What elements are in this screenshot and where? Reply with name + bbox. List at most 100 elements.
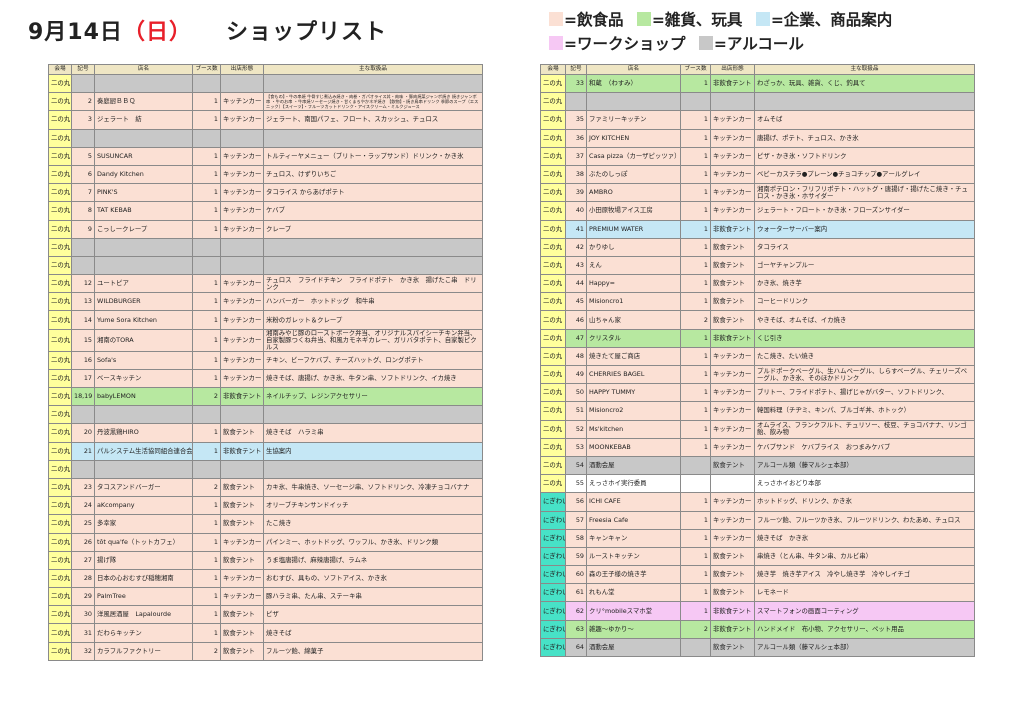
cell-type: 非飲食テント: [710, 73, 755, 94]
cell-shop-name: Dandy Kitchen: [94, 164, 193, 185]
cell-shop-name: 奏庭厨ＢＢＱ: [94, 92, 193, 112]
cell-items: [754, 92, 975, 112]
cell-booths: 2: [192, 386, 221, 407]
cell-type: 飲食テント: [710, 255, 755, 276]
cell-booths: 1: [680, 146, 711, 166]
cell-type: [220, 459, 264, 479]
cell-area: にぎわい: [540, 546, 566, 567]
cell-type: 飲食テント: [220, 496, 264, 516]
cell-items: ピザ・かき氷・ソフトドリンク: [754, 146, 975, 166]
cell-no: 29: [71, 587, 95, 607]
cell-shop-name: 山ちゃん家: [586, 310, 681, 330]
cell-booths: [192, 237, 221, 257]
cell-area: 二の丸: [48, 128, 72, 148]
cell-area: 二の丸: [540, 292, 566, 312]
cell-area: 二の丸: [48, 237, 72, 257]
cell-booths: 2: [680, 619, 711, 639]
cell-area: 二の丸: [540, 346, 566, 367]
category-legend: =飲食品 =雑貨、玩具 =企業、商品案内 =ワークショップ =アルコール: [549, 8, 900, 56]
cell-shop-name: こっしークレープ: [94, 219, 193, 239]
cell-items: 焼きそば: [263, 623, 483, 643]
table-row: 二の丸 49 CHERRIES BAGEL 1 キッチンカー プルドポークベーグル、生ハム…: [540, 364, 975, 385]
shop-table-left: 会場 記号 店名 ブース数 出店形態 主な取扱品 二の丸 二の丸 2 奏庭厨ＢＢＱ 1 キ…: [48, 64, 483, 661]
cell-area: 二の丸: [540, 437, 566, 457]
cell-no: 53: [565, 437, 587, 457]
cell-area: 二の丸: [48, 146, 72, 166]
cell-shop-name: Misioncro1: [586, 292, 681, 312]
cell-booths: 1: [680, 346, 711, 367]
cell-shop-name: カラフルファクトリー: [94, 641, 193, 661]
cell-shop-name: [94, 128, 193, 148]
cell-no: 49: [565, 364, 587, 385]
table-row: 二の丸 27 揚げ隊 1 飲食テント うま塩唐揚げ、麻辣唐揚げ、ラムネ: [48, 550, 483, 570]
legend-food-label: =飲食品: [564, 11, 624, 29]
cell-no: 25: [71, 514, 95, 534]
cell-shop-name: 酒動会屋: [586, 455, 681, 476]
cell-shop-name: えん: [586, 255, 681, 276]
cell-area: 二の丸: [540, 364, 566, 385]
cell-area: 二の丸: [48, 587, 72, 607]
cell-no: 16: [71, 350, 95, 370]
cell-no: 28: [71, 568, 95, 589]
cell-area: 二の丸: [48, 477, 72, 498]
cell-shop-name: 日本の心おむすび稲穂湘南: [94, 568, 193, 589]
cell-type: キッチンカー: [710, 510, 755, 530]
cell-no: 33: [565, 73, 587, 94]
cell-shop-name: [94, 255, 193, 276]
cell-items: ケバブサンド ケバブライス おつまみケバブ: [754, 437, 975, 457]
cell-type: 飲食テント: [220, 641, 264, 661]
cell-booths: 1: [680, 183, 711, 203]
cell-booths: 1: [192, 92, 221, 112]
cell-items: トルティーヤメニュー（ブリトー・ラップサンド）ドリンク・かき氷: [263, 146, 483, 166]
cell-type: [710, 474, 755, 494]
cell-items: 米粉のガレット＆クレープ: [263, 310, 483, 330]
cell-items: 【食もの】・牛の串焼 牛骨すじ煮込み焼き・肉巻・ガパオライス丼・肉味 ・豚肉焼菜…: [263, 92, 483, 112]
cell-booths: 1: [680, 528, 711, 548]
cell-booths: 1: [192, 328, 221, 352]
cell-type: キッチンカー: [710, 401, 755, 421]
cell-booths: 1: [192, 146, 221, 166]
cell-area: 二の丸: [48, 568, 72, 589]
cell-shop-name: 焼きたて屋ご商店: [586, 346, 681, 367]
cell-shop-name: Happy=: [586, 274, 681, 294]
cell-booths: 2: [680, 310, 711, 330]
cell-shop-name: 雑趣～ゆかり～: [586, 619, 681, 639]
cell-area: 二の丸: [48, 92, 72, 112]
cell-shop-name: SUSUNCAR: [94, 146, 193, 166]
table-row: 二の丸: [48, 73, 483, 94]
cell-items: かき氷、焼き芋: [754, 274, 975, 294]
cell-booths: 1: [192, 514, 221, 534]
table-row: にぎわい61れもん堂1飲食テントレモネード: [540, 583, 975, 603]
cell-area: 二の丸: [48, 459, 72, 479]
cell-items: ベビーカステラ●プレーン●チョコチップ●アールグレイ: [754, 164, 975, 185]
header-booths: ブース数: [680, 64, 711, 75]
cell-area: 二の丸: [48, 496, 72, 516]
cell-no: 43: [565, 255, 587, 276]
cell-booths: 1: [680, 437, 711, 457]
cell-area: 二の丸: [48, 550, 72, 570]
cell-type: キッチンカー: [710, 419, 755, 439]
legend-food-swatch: [549, 12, 563, 26]
cell-booths: 1: [192, 568, 221, 589]
table-row: 二の丸 5 SUSUNCAR 1 キッチンカー トルティーヤメニュー（ブリトー・ラップサン…: [48, 146, 483, 166]
cell-no: 18,19: [71, 386, 95, 407]
cell-no: 38: [565, 164, 587, 185]
cell-shop-name: [94, 405, 193, 425]
cell-no: 27: [71, 550, 95, 570]
table-row: 二の丸 42 かりゆし 1 飲食テント タコライス: [540, 237, 975, 257]
cell-items: ネイルチップ、レジンアクセサリー: [263, 386, 483, 407]
cell-type: キッチンカー: [220, 310, 264, 330]
cell-items: 焼き芋 焼き芋アイス 冷やし焼き芋 冷やしイチゴ: [754, 565, 975, 585]
cell-area: にぎわい: [540, 565, 566, 585]
cell-booths: 1: [680, 110, 711, 130]
table-row: 二の丸 20 丹波黒鶏HIRO 1 飲食テント 焼きそば ハラミ串: [48, 423, 483, 443]
cell-type: [220, 255, 264, 276]
cell-area: にぎわい: [540, 619, 566, 639]
legend-alcohol-swatch: [698, 36, 713, 50]
cell-booths: 1: [680, 510, 711, 530]
cell-shop-name: 多幸家: [94, 514, 193, 534]
cell-booths: 1: [192, 183, 221, 203]
cell-type: 飲食テント: [220, 605, 264, 625]
table-row: 二の丸 30 洋風居酒屋 Lapalourde 1 飲食テント ピザ: [48, 605, 483, 625]
